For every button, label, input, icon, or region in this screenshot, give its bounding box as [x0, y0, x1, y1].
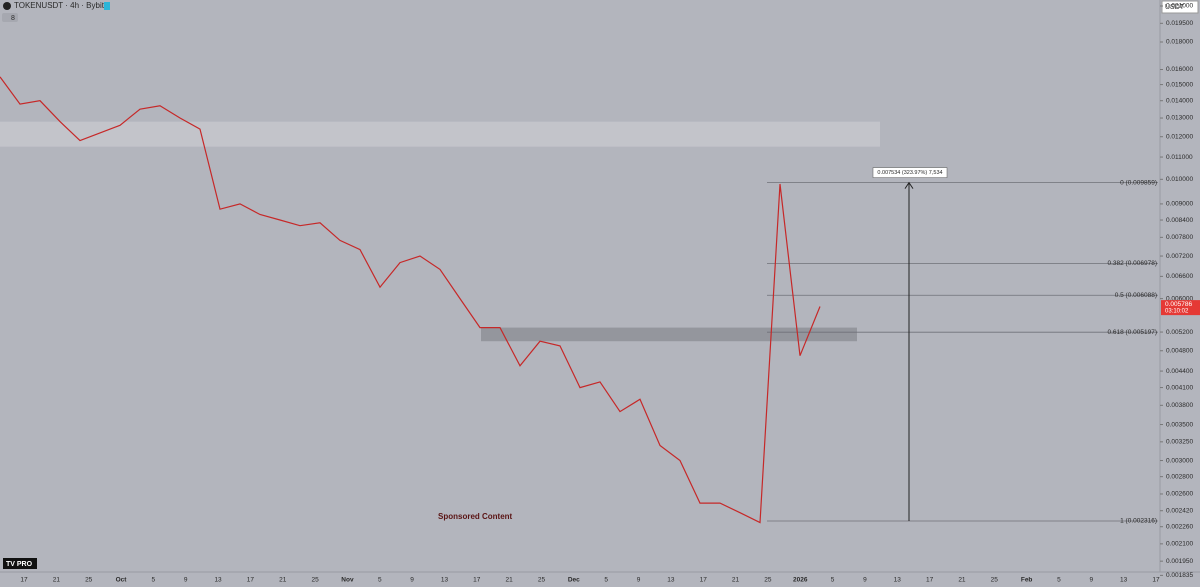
- y-tick-label: 0.007200: [1166, 253, 1193, 260]
- y-tick-label: 0.013000: [1166, 115, 1193, 122]
- y-tick-label: 0.004400: [1166, 368, 1193, 375]
- y-tick-label: 0.003500: [1166, 421, 1193, 428]
- currency: USDT: [1165, 4, 1185, 11]
- y-tick-label: 0.004800: [1166, 347, 1193, 354]
- fib-label: 0.382 (0.006978): [1107, 260, 1157, 267]
- y-tick-label: 0.006000: [1166, 295, 1193, 302]
- status-flag: [104, 2, 110, 10]
- y-tick-label: 0.011000: [1166, 154, 1193, 161]
- indicator-count: 8: [11, 15, 15, 22]
- x-tick-label: Nov: [341, 577, 354, 584]
- y-tick-label: 0.008400: [1166, 217, 1193, 224]
- x-tick-label: 17: [473, 577, 481, 584]
- y-tick-label: 0.014000: [1166, 97, 1193, 104]
- x-tick-label: 21: [732, 577, 740, 584]
- price-line: [0, 76, 821, 524]
- logo: TV PRO: [6, 561, 33, 568]
- y-tick-label: 0.015000: [1166, 81, 1193, 88]
- x-tick-label: 25: [764, 577, 772, 584]
- sponsored-label: Sponsored Content: [438, 512, 513, 521]
- x-tick-label: 17: [247, 577, 255, 584]
- y-tick-label: 0.016000: [1166, 66, 1193, 73]
- fib-label: 1 (0.002316): [1120, 518, 1157, 525]
- x-tick-label: 2026: [793, 577, 808, 584]
- currency-box[interactable]: [1161, 0, 1199, 14]
- indicator-toggle[interactable]: [2, 13, 18, 22]
- fib-label: 0.618 (0.005197): [1107, 329, 1157, 336]
- zone: [481, 327, 857, 342]
- x-tick-label: Dec: [568, 577, 580, 584]
- zone: [0, 121, 880, 147]
- fib-label: 0 (0.009859): [1120, 179, 1157, 186]
- y-tick-label: 0.002420: [1166, 507, 1193, 514]
- symbol-icon: [3, 2, 11, 10]
- x-tick-label: 13: [894, 577, 902, 584]
- y-tick-label: 0.007800: [1166, 234, 1193, 241]
- x-tick-label: 25: [85, 577, 93, 584]
- y-tick-label: 0.003800: [1166, 402, 1193, 409]
- y-tick-label: 0.002100: [1166, 541, 1193, 548]
- y-tick-label: 0.004100: [1166, 384, 1193, 391]
- measure-label: 0.007534 (323.97%) 7,534: [877, 170, 942, 176]
- x-tick-label: 5: [831, 577, 835, 584]
- x-tick-label: 25: [991, 577, 999, 584]
- x-tick-label: 13: [214, 577, 222, 584]
- arrow-head: [904, 181, 914, 189]
- x-tick-label: 21: [506, 577, 514, 584]
- x-tick-label: 17: [700, 577, 708, 584]
- y-tick-label: 0.010000: [1166, 176, 1193, 183]
- y-tick-label: 0.006600: [1166, 273, 1193, 280]
- x-tick-label: 21: [279, 577, 287, 584]
- x-tick-label: 5: [604, 577, 608, 584]
- y-tick-label: 0.002260: [1166, 523, 1193, 530]
- logo-box: [3, 558, 37, 569]
- x-tick-label: 5: [152, 577, 156, 584]
- last-price-badge: [1161, 300, 1200, 316]
- x-tick-label: 21: [53, 577, 61, 584]
- x-tick-label: 21: [958, 577, 966, 584]
- x-tick-label: 9: [863, 577, 867, 584]
- fib-label: 0.5 (0.006088): [1115, 292, 1157, 299]
- x-tick-label: 9: [184, 577, 188, 584]
- measure-box: [872, 167, 948, 178]
- y-tick-label: 0.018000: [1166, 39, 1193, 46]
- x-tick-label: 17: [1152, 577, 1160, 584]
- y-tick-label: 0.003250: [1166, 439, 1193, 446]
- x-tick-label: 13: [1120, 577, 1128, 584]
- y-tick-label: 0.002600: [1166, 491, 1193, 498]
- symbol-title: TOKENUSDT · 4h · Bybit: [14, 1, 105, 10]
- x-tick-label: 17: [926, 577, 934, 584]
- last-price: 0.005786: [1165, 301, 1192, 308]
- y-tick-label: 0.019500: [1166, 20, 1193, 27]
- x-tick-label: 25: [538, 577, 546, 584]
- y-tick-label: 0.001950: [1166, 558, 1193, 565]
- y-tick-label: 0.009000: [1166, 201, 1193, 208]
- y-tick-label: 0.002800: [1166, 473, 1193, 480]
- x-tick-label: 5: [1057, 577, 1061, 584]
- countdown: 03:10:02: [1165, 309, 1189, 315]
- x-tick-label: Oct: [116, 577, 128, 584]
- x-tick-label: 13: [667, 577, 675, 584]
- y-tick-label: 0.005200: [1166, 329, 1193, 336]
- x-tick-label: 9: [1090, 577, 1094, 584]
- x-tick-label: 5: [378, 577, 382, 584]
- x-tick-label: 13: [441, 577, 449, 584]
- y-tick-label: 0.012000: [1166, 133, 1193, 140]
- x-tick-label: Feb: [1021, 577, 1033, 584]
- x-tick-label: 9: [410, 577, 414, 584]
- x-tick-label: 25: [311, 577, 319, 584]
- y-tick-label: 0.021000: [1166, 3, 1193, 10]
- x-tick-label: 17: [20, 577, 28, 584]
- y-tick-label: 0.003000: [1166, 457, 1193, 464]
- y-tick-label: 0.001835: [1166, 572, 1193, 579]
- x-tick-label: 9: [637, 577, 641, 584]
